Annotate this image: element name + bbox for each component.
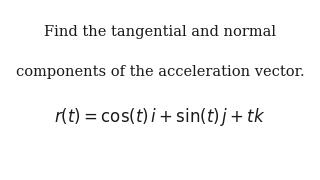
Text: components of the acceleration vector.: components of the acceleration vector. [16, 65, 304, 79]
Text: Find the tangential and normal: Find the tangential and normal [44, 25, 276, 39]
Text: $r(t) = \cos(t)\, i + \sin(t)\, j + tk$: $r(t) = \cos(t)\, i + \sin(t)\, j + tk$ [54, 106, 266, 128]
